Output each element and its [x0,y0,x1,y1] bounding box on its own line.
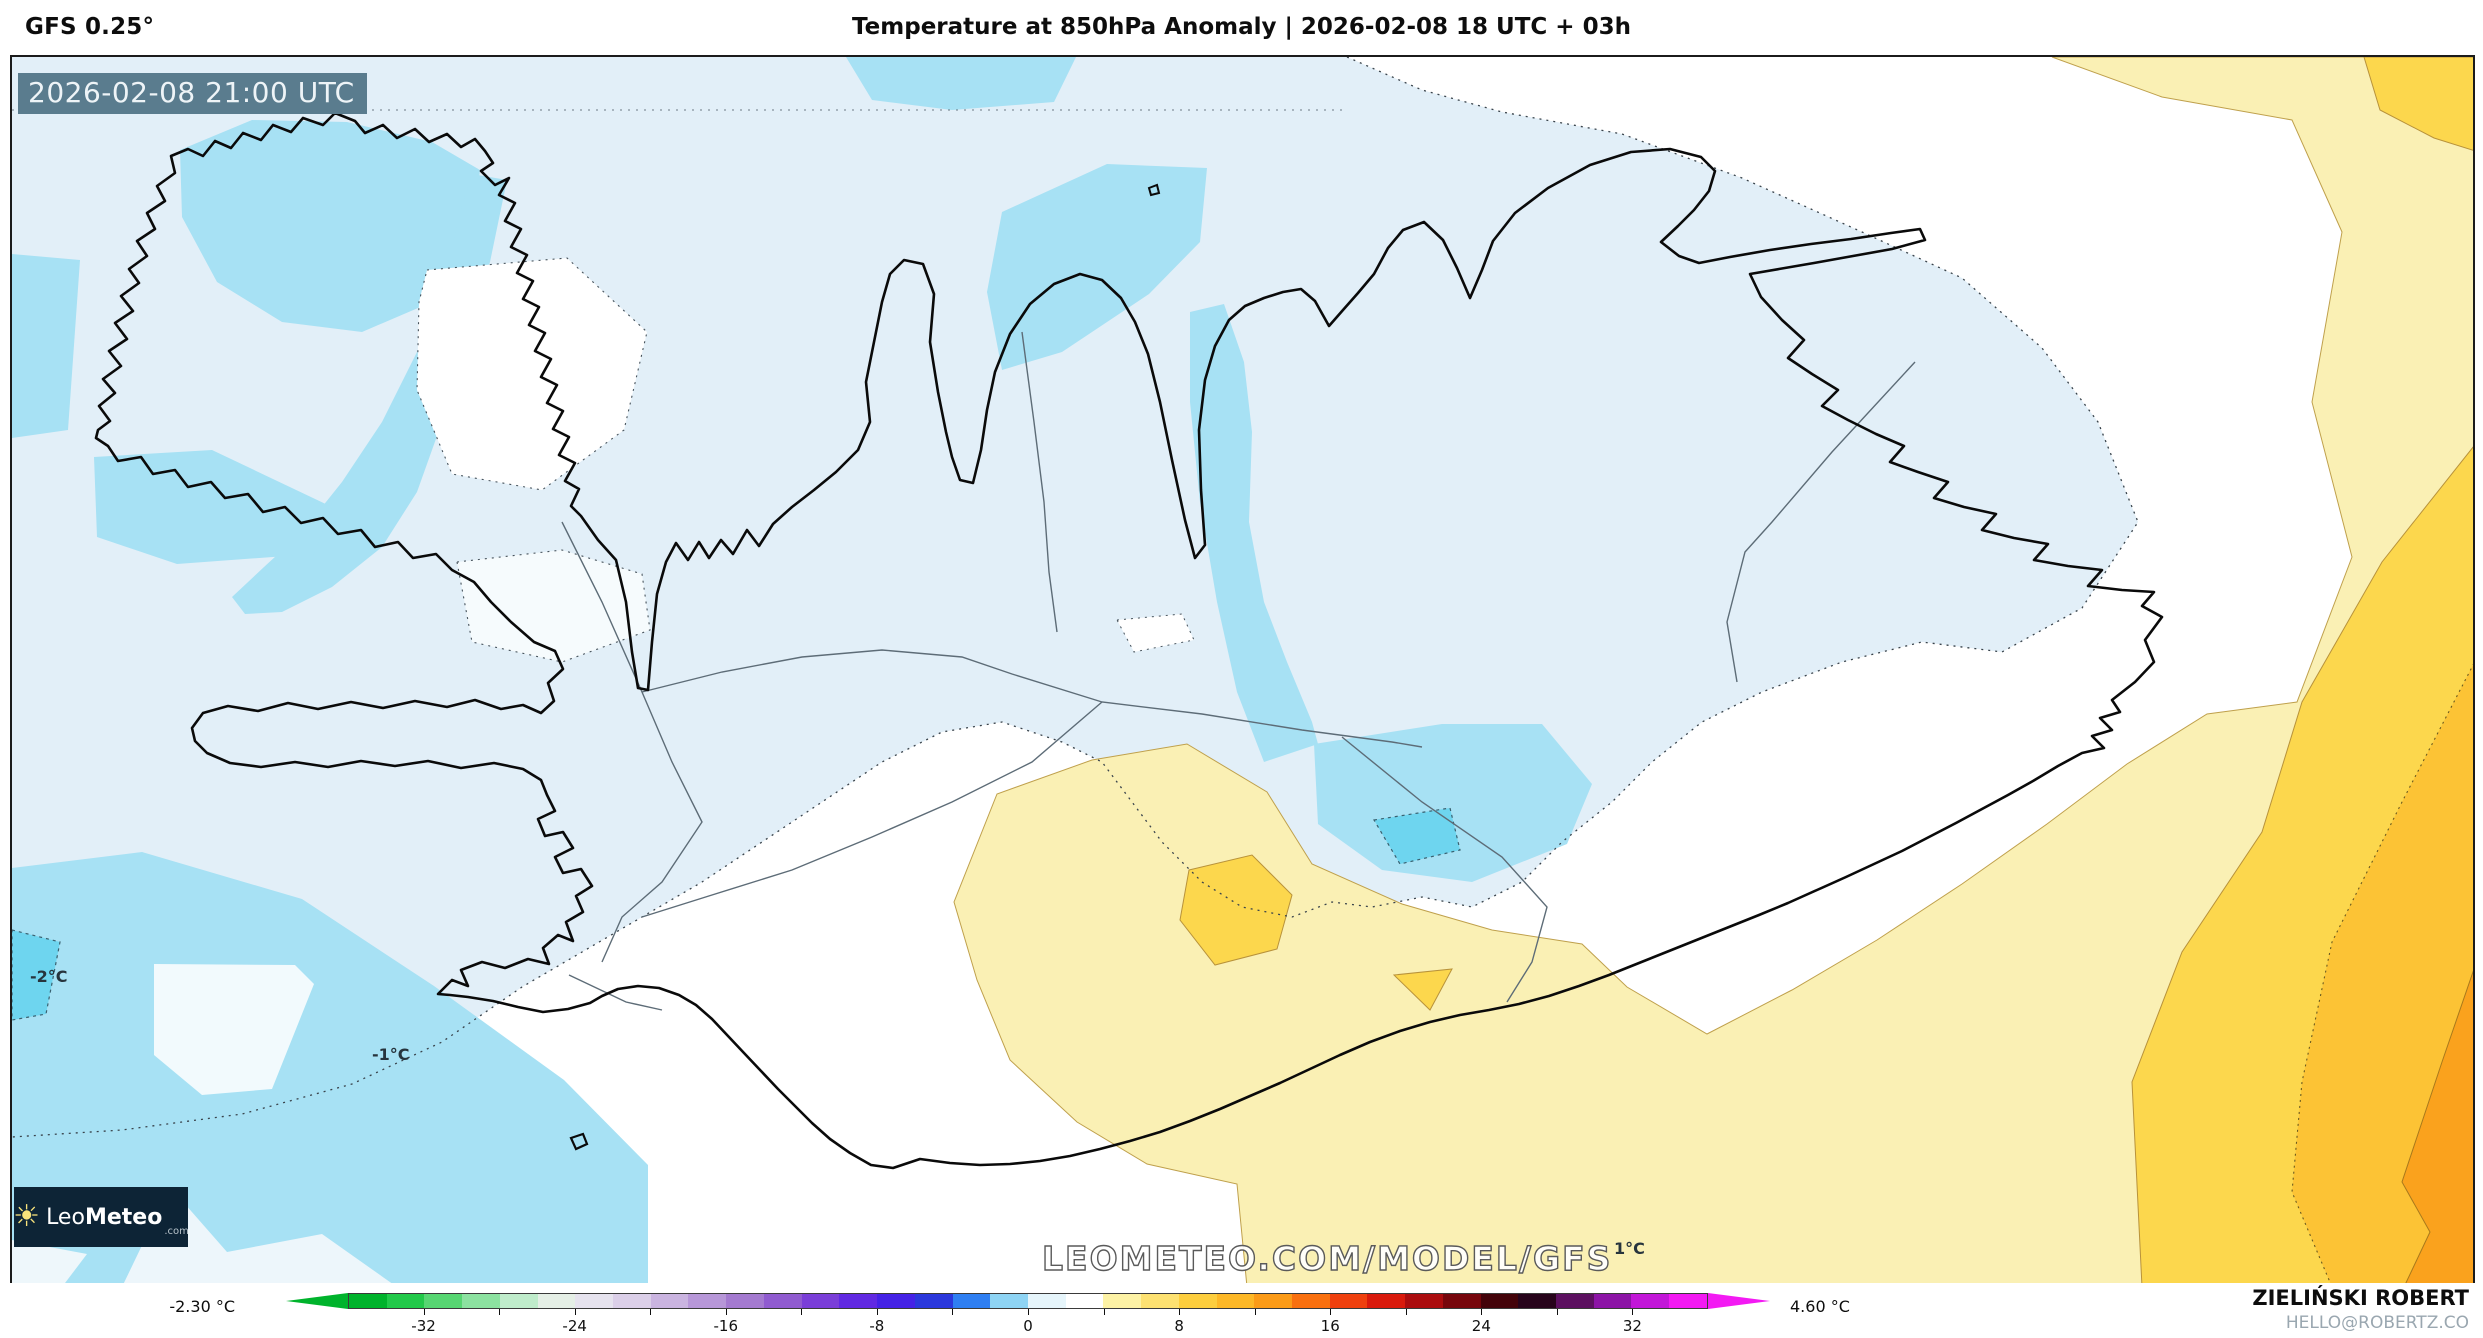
vestmannaeyjar-island [569,1132,589,1151]
region-borders [561,331,1916,1011]
band-neg1-to-neg2-skagafjordur [987,164,1207,370]
leometeo-logo[interactable]: ☀ LeoMeteo .com [13,1187,189,1247]
colorbar-tick-label: -32 [411,1317,436,1335]
colorbar-tick [1103,1309,1105,1315]
colorbar-tick [952,1309,954,1315]
colorbar-tick-label: 0 [1023,1317,1033,1335]
band-neg1-to-neg2-southwest [12,852,648,1285]
logo-tld: .com [164,1226,189,1237]
colorbar-tick-label: 16 [1320,1317,1340,1335]
band-2-to-3-hexagon [1179,854,1293,966]
logo-text: LeoMeteo [46,1204,163,1230]
colorbar-tick [876,1309,878,1315]
band-neg1-to-neg2-breidafjordur [94,450,332,564]
band-4-to-5-corner [2401,970,2473,1285]
band-neg1-to-neg2-westfjords-tail [232,174,507,614]
anomaly-map-canvas [12,57,2473,1285]
sun-icon: ☀ [13,1199,41,1234]
timestamp-badge: 2026-02-08 21:00 UTC [18,73,367,114]
colorbar-panel: -2.30 °C -32 -24 -16 -8 0 8 16 24 32 4.60 °C ZIE… [0,1283,2483,1338]
model-label: GFS 0.25° [25,14,155,40]
band-0-to-1-small-east [1116,613,1195,653]
colorbar-tick-label: -8 [869,1317,885,1335]
band-neg2-to-neg3-left [12,929,61,1021]
band-1-to-2-southeast [953,57,2473,1285]
band-0-to-1-breidafjordur [456,549,651,663]
colorbar-tick [725,1309,727,1315]
watermark: LEOMETEO.COM/MODEL/GFS [1041,1238,1613,1278]
band-neg2-to-neg3-vatnajokull [1373,807,1461,865]
page-title: Temperature at 850hPa Anomaly | 2026-02-… [852,14,1631,40]
colorbar-tick [1405,1309,1407,1315]
band-neg1-to-neg2-vatnajokull [1314,724,1592,882]
header-bar: GFS 0.25° Temperature at 850hPa Anomaly … [0,0,2483,55]
colorbar-tick [1632,1309,1634,1315]
band-neg1-to-neg2-topcenter [846,57,1076,110]
colorbar-tick [1254,1309,1256,1315]
colorbar-tick-label: 8 [1174,1317,1184,1335]
colorbar-right-arrow [1708,1293,1770,1309]
credit-email: HELLO@ROBERTZ.CO [2285,1313,2469,1333]
colorbar: -32 -24 -16 -8 0 8 16 24 32 [286,1293,1770,1335]
colorbar-tick [1556,1309,1558,1315]
band-2-to-3-topright [2363,57,2473,151]
colorbar-min-label: -2.30 °C [169,1297,235,1316]
colorbar-tick [1330,1309,1332,1315]
band-neg1-to-neg2-left-edge [12,254,80,438]
colorbar-tick [1179,1309,1181,1315]
colorbar-tick [423,1309,425,1315]
band-0-to-1-hole-sw [154,964,314,1095]
colorbar-tick [801,1309,803,1315]
band-0-to-1-hole-corner [12,1240,87,1285]
colorbar-tick [574,1309,576,1315]
weather-map[interactable]: 2026-02-08 21:00 UTC -2°C -1°C 1°C LEOME… [10,55,2475,1287]
band-neg1-to-neg2-westfjords [180,120,480,332]
contour-label-neg2: -2°C [30,967,68,986]
colorbar-tick-label: -16 [713,1317,739,1335]
colorbar-tick [1028,1309,1029,1315]
colorbar-tick-label: 32 [1622,1317,1642,1335]
contour-label-pos1: 1°C [1614,1239,1645,1258]
colorbar-tick [650,1309,652,1315]
band-neg1-to-neg2-eyjafjordur [1190,304,1318,762]
band-2-to-3-triangle [1392,968,1453,1011]
colorbar-tick [499,1309,501,1315]
colorbar-tick-label: 24 [1471,1317,1491,1335]
credit-name: ZIELIŃSKI ROBERT [2252,1286,2469,1310]
iceland-coastline [94,111,2164,1170]
grimsey-island [1147,183,1161,197]
colorbar-tick [1481,1309,1483,1315]
band-0-to-1-hole-logo [122,1187,395,1285]
colorbar-left-arrow [286,1293,348,1309]
colorbar-tick-label: -24 [562,1317,587,1335]
colorbar-gradient [348,1293,1708,1309]
colorbar-max-label: 4.60 °C [1790,1297,1850,1316]
contour-label-neg1: -1°C [372,1045,410,1064]
band-0-to-1-hunafloi [416,257,648,491]
